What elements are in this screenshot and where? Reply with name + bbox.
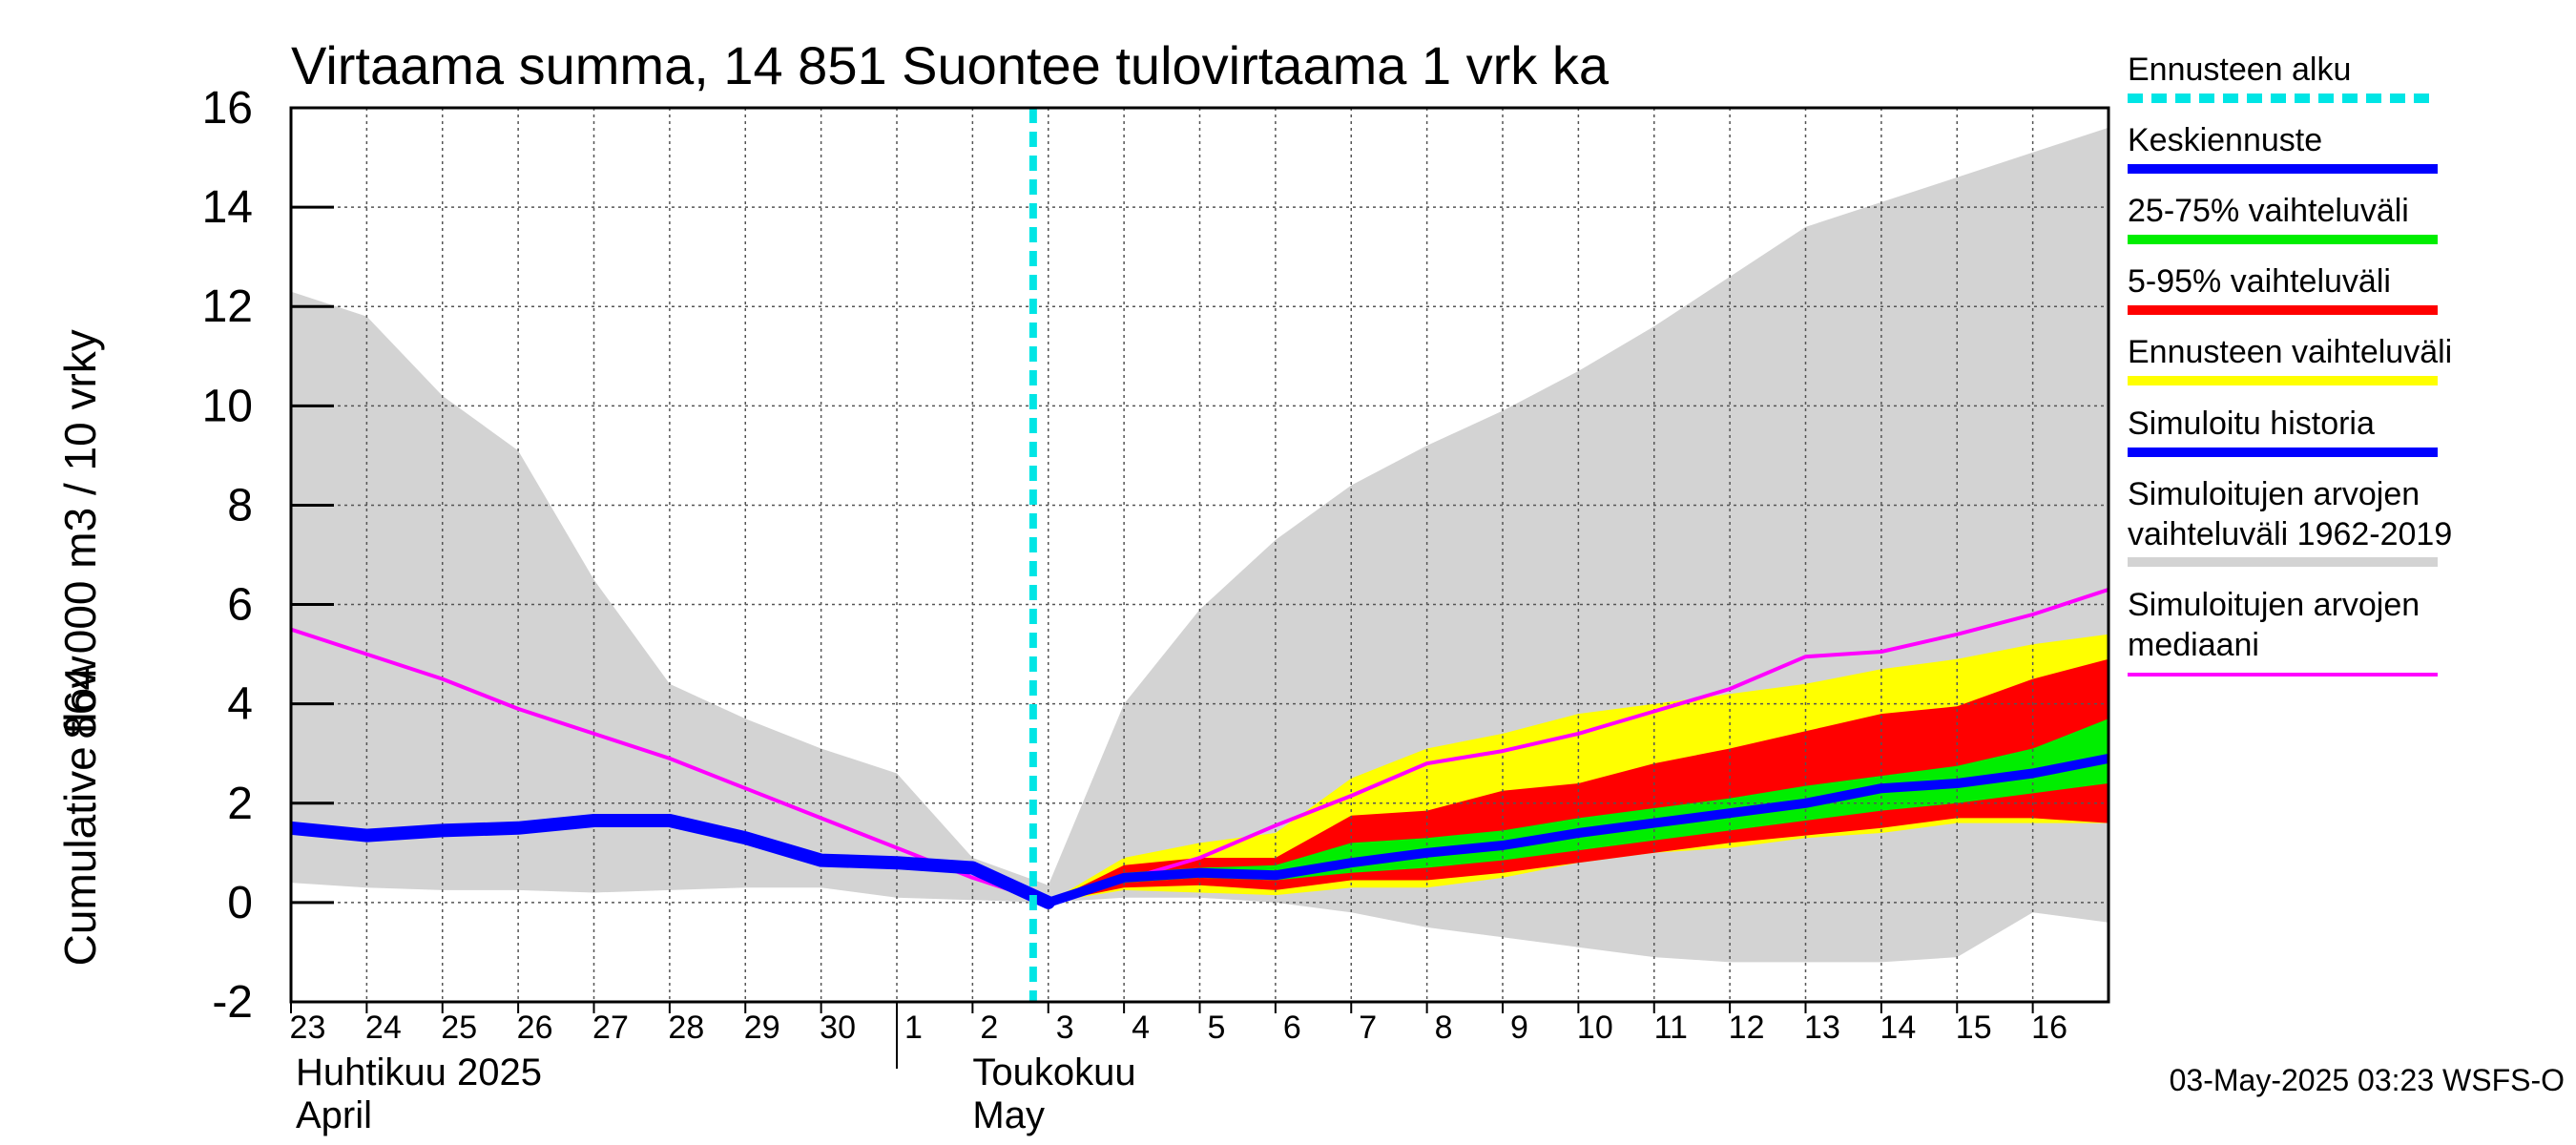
- y-tick-label: 16: [202, 83, 253, 134]
- x-tick-label: 30: [820, 1010, 856, 1046]
- month-label-fi: Toukokuu: [972, 1051, 1135, 1093]
- x-tick-label: 4: [1132, 1010, 1150, 1046]
- x-tick-label: 29: [744, 1010, 780, 1046]
- x-tick-label: 12: [1729, 1010, 1765, 1046]
- month-label-en: April: [296, 1094, 372, 1136]
- x-tick-label: 25: [441, 1010, 477, 1046]
- x-tick-label: 7: [1359, 1010, 1377, 1046]
- legend-label: Simuloitu historia: [2128, 406, 2375, 442]
- x-tick-label: 13: [1804, 1010, 1840, 1046]
- x-tick-label: 10: [1577, 1010, 1613, 1046]
- y-tick-label: 6: [227, 580, 253, 631]
- x-tick-label: 6: [1283, 1010, 1301, 1046]
- x-tick-label: 9: [1510, 1010, 1528, 1046]
- x-tick-label: 2: [980, 1010, 998, 1046]
- x-tick-label: 1: [904, 1010, 923, 1046]
- x-tick-label: 3: [1056, 1010, 1074, 1046]
- legend-label: 5-95% vaihteluväli: [2128, 263, 2391, 300]
- y-tick-label: 14: [202, 182, 253, 233]
- band-3: [1048, 718, 2109, 903]
- legend-label: Simuloitujen arvojen: [2128, 587, 2420, 623]
- legend-label: vaihteluväli 1962-2019: [2128, 516, 2452, 552]
- y-tick-label: 8: [227, 480, 253, 531]
- y-tick-label: -2: [212, 977, 253, 1028]
- x-tick-label: 8: [1435, 1010, 1453, 1046]
- series-line-0: [291, 587, 2109, 905]
- y-tick-label: 0: [227, 878, 253, 928]
- x-tick-label: 5: [1208, 1010, 1226, 1046]
- y-axis-label-fi: 864 000 m3 / 10 vrky: [55, 329, 105, 739]
- x-tick-label: 23: [290, 1010, 326, 1046]
- legend-label: Ennusteen alku: [2128, 52, 2351, 88]
- y-tick-label: 10: [202, 381, 253, 431]
- x-tick-label: 15: [1956, 1010, 1992, 1046]
- x-tick-label: 14: [1880, 1010, 1916, 1046]
- month-label-en: May: [972, 1094, 1045, 1136]
- y-tick-label: 2: [227, 779, 253, 829]
- legend-label: Ennusteen vaihteluväli: [2128, 334, 2452, 370]
- band-2: [1048, 658, 2109, 903]
- x-tick-label: 28: [668, 1010, 704, 1046]
- chart-title: Virtaama summa, 14 851 Suontee tulovirta…: [291, 35, 1610, 95]
- month-label-fi: Huhtikuu 2025: [296, 1051, 542, 1093]
- y-tick-label: 4: [227, 679, 253, 730]
- x-tick-label: 11: [1654, 1010, 1688, 1046]
- x-tick-label: 26: [517, 1010, 553, 1046]
- x-tick-label: 24: [365, 1010, 402, 1046]
- legend: Ennusteen alku Keskiennuste 25-75% vaihtel…: [2128, 52, 2452, 677]
- footer-timestamp: 03-May-2025 03:23 WSFS-O: [2170, 1063, 2565, 1097]
- y-tick-label: 12: [202, 281, 253, 332]
- series-line-2: [1043, 753, 2109, 907]
- series-line-1: [291, 814, 1055, 909]
- y-axis-label-en: Cumulative flow: [55, 656, 105, 966]
- x-tick-label: 16: [2031, 1010, 2067, 1046]
- band-1: [1048, 634, 2109, 903]
- legend-label: mediaani: [2128, 627, 2259, 663]
- x-tick-label: 27: [592, 1010, 629, 1046]
- legend-label: 25-75% vaihteluväli: [2128, 193, 2409, 229]
- legend-label: Keskiennuste: [2128, 122, 2322, 158]
- legend-label: Simuloitujen arvojen: [2128, 476, 2420, 512]
